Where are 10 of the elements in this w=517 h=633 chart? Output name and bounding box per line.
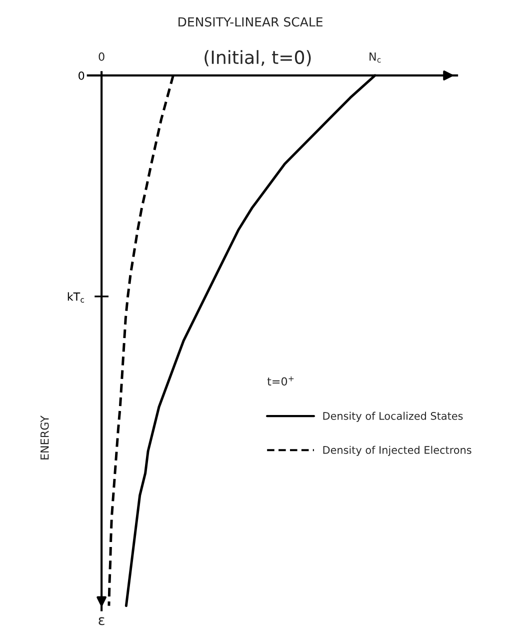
x-axis-title: DENSITY-LINEAR SCALE [178,17,322,27]
text: 0 [98,52,104,61]
legend-label: Density of Injected Electrons [323,446,472,456]
y-axis-title: ENERGY [40,416,49,460]
chart-title: (Initial, t=0) [204,50,311,66]
legend-title: t=0$^{+}$ [267,376,294,386]
text: ε [98,617,104,626]
text: N$_{c}$ [370,52,381,63]
y-tick-label: kT$_{c}$ [68,292,84,303]
legend-label: Density of Localized States [323,412,463,422]
